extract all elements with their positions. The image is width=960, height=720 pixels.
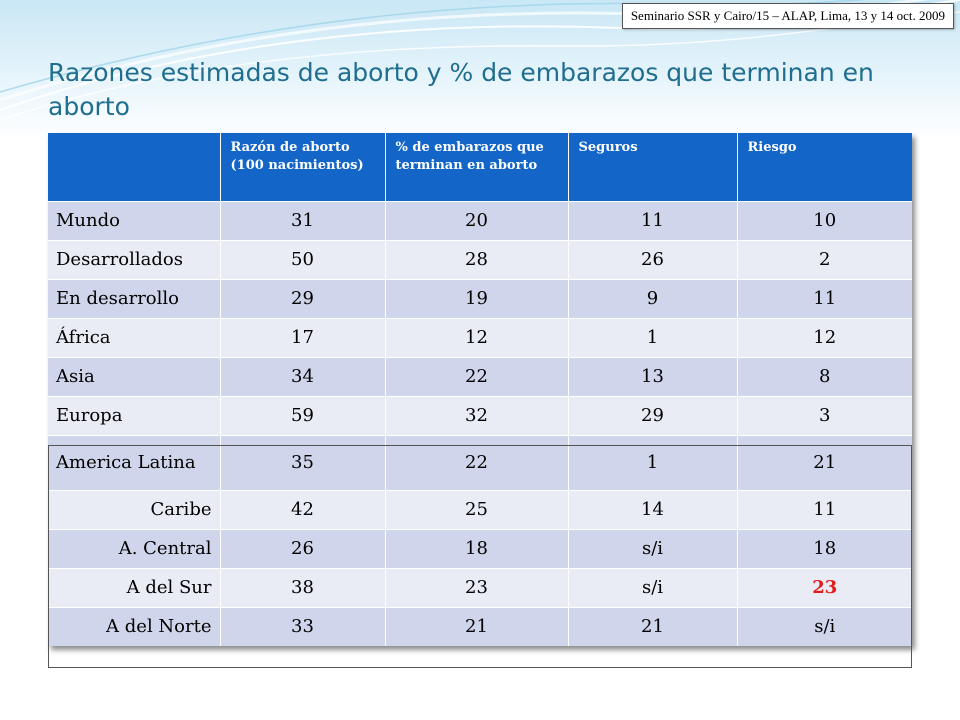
razon-cell: 42 xyxy=(220,489,386,529)
riesgo-cell: 18 xyxy=(737,528,912,568)
razon-cell: 17 xyxy=(220,317,386,357)
riesgo-cell: 11 xyxy=(737,489,912,529)
seguros-cell: 21 xyxy=(568,606,738,646)
region-cell: Europa xyxy=(48,395,221,435)
porcentaje-cell: 21 xyxy=(385,606,569,646)
seguros-cell: 9 xyxy=(568,278,738,318)
table-row: Mundo 31 20 11 10 xyxy=(48,200,912,240)
riesgo-cell: 11 xyxy=(737,278,912,318)
slide-title: Razones estimadas de aborto y % de embar… xyxy=(48,58,874,121)
region-cell: A del Norte xyxy=(48,606,221,646)
table-row: Desarrollados 50 28 26 2 xyxy=(48,239,912,279)
porcentaje-cell: 28 xyxy=(385,239,569,279)
riesgo-cell: 10 xyxy=(737,200,912,240)
riesgo-cell: 3 xyxy=(737,395,912,435)
razon-cell: 29 xyxy=(220,278,386,318)
seguros-cell: 14 xyxy=(568,489,738,529)
seminar-badge: Seminario SSR y Cairo/15 – ALAP, Lima, 1… xyxy=(621,3,954,29)
seguros-cell: s/i xyxy=(568,528,738,568)
column-header-razon: Razón de aborto (100 nacimientos) xyxy=(220,133,386,201)
seguros-cell: 1 xyxy=(568,317,738,357)
riesgo-cell: 2 xyxy=(737,239,912,279)
seguros-cell: s/i xyxy=(568,567,738,607)
region-cell: En desarrollo xyxy=(48,278,221,318)
riesgo-cell: 8 xyxy=(737,356,912,396)
table-header-row: Razón de aborto (100 nacimientos) % de e… xyxy=(48,133,912,201)
region-cell: A. Central xyxy=(48,528,221,568)
table-row: A. Central 26 18 s/i 18 xyxy=(48,528,912,568)
table-row: Asia 34 22 13 8 xyxy=(48,356,912,396)
region-cell: Mundo xyxy=(48,200,221,240)
table-row: En desarrollo 29 19 9 11 xyxy=(48,278,912,318)
riesgo-cell-highlight: 23 xyxy=(737,567,912,607)
column-header-riesgo: Riesgo xyxy=(737,133,912,201)
region-cell: America Latina xyxy=(48,434,221,490)
razon-cell: 26 xyxy=(220,528,386,568)
porcentaje-cell: 18 xyxy=(385,528,569,568)
column-header-region xyxy=(48,133,221,201)
region-cell: Asia xyxy=(48,356,221,396)
riesgo-cell: 12 xyxy=(737,317,912,357)
table-row: A del Sur 38 23 s/i 23 xyxy=(48,567,912,607)
porcentaje-cell: 22 xyxy=(385,434,569,490)
table-row: Europa 59 32 29 3 xyxy=(48,395,912,435)
razon-cell: 59 xyxy=(220,395,386,435)
razon-cell: 35 xyxy=(220,434,386,490)
region-cell: Desarrollados xyxy=(48,239,221,279)
abortion-table: Razón de aborto (100 nacimientos) % de e… xyxy=(48,133,912,646)
porcentaje-cell: 19 xyxy=(385,278,569,318)
razon-cell: 50 xyxy=(220,239,386,279)
riesgo-cell: s/i xyxy=(737,606,912,646)
razon-cell: 31 xyxy=(220,200,386,240)
porcentaje-cell: 20 xyxy=(385,200,569,240)
razon-cell: 34 xyxy=(220,356,386,396)
riesgo-cell: 21 xyxy=(737,434,912,490)
razon-cell: 38 xyxy=(220,567,386,607)
porcentaje-cell: 32 xyxy=(385,395,569,435)
seguros-cell: 29 xyxy=(568,395,738,435)
column-header-seguros: Seguros xyxy=(568,133,738,201)
table-row: África 17 12 1 12 xyxy=(48,317,912,357)
porcentaje-cell: 23 xyxy=(385,567,569,607)
porcentaje-cell: 12 xyxy=(385,317,569,357)
seguros-cell: 26 xyxy=(568,239,738,279)
column-header-porcentaje: % de embarazos que terminan en aborto xyxy=(385,133,569,201)
porcentaje-cell: 22 xyxy=(385,356,569,396)
region-cell: África xyxy=(48,317,221,357)
seguros-cell: 11 xyxy=(568,200,738,240)
table-row: Caribe 42 25 14 11 xyxy=(48,489,912,529)
table-row: America Latina 35 22 1 21 xyxy=(48,434,912,490)
region-cell: A del Sur xyxy=(48,567,221,607)
region-cell: Caribe xyxy=(48,489,221,529)
razon-cell: 33 xyxy=(220,606,386,646)
seguros-cell: 1 xyxy=(568,434,738,490)
table-row: A del Norte 33 21 21 s/i xyxy=(48,606,912,646)
porcentaje-cell: 25 xyxy=(385,489,569,529)
seguros-cell: 13 xyxy=(568,356,738,396)
